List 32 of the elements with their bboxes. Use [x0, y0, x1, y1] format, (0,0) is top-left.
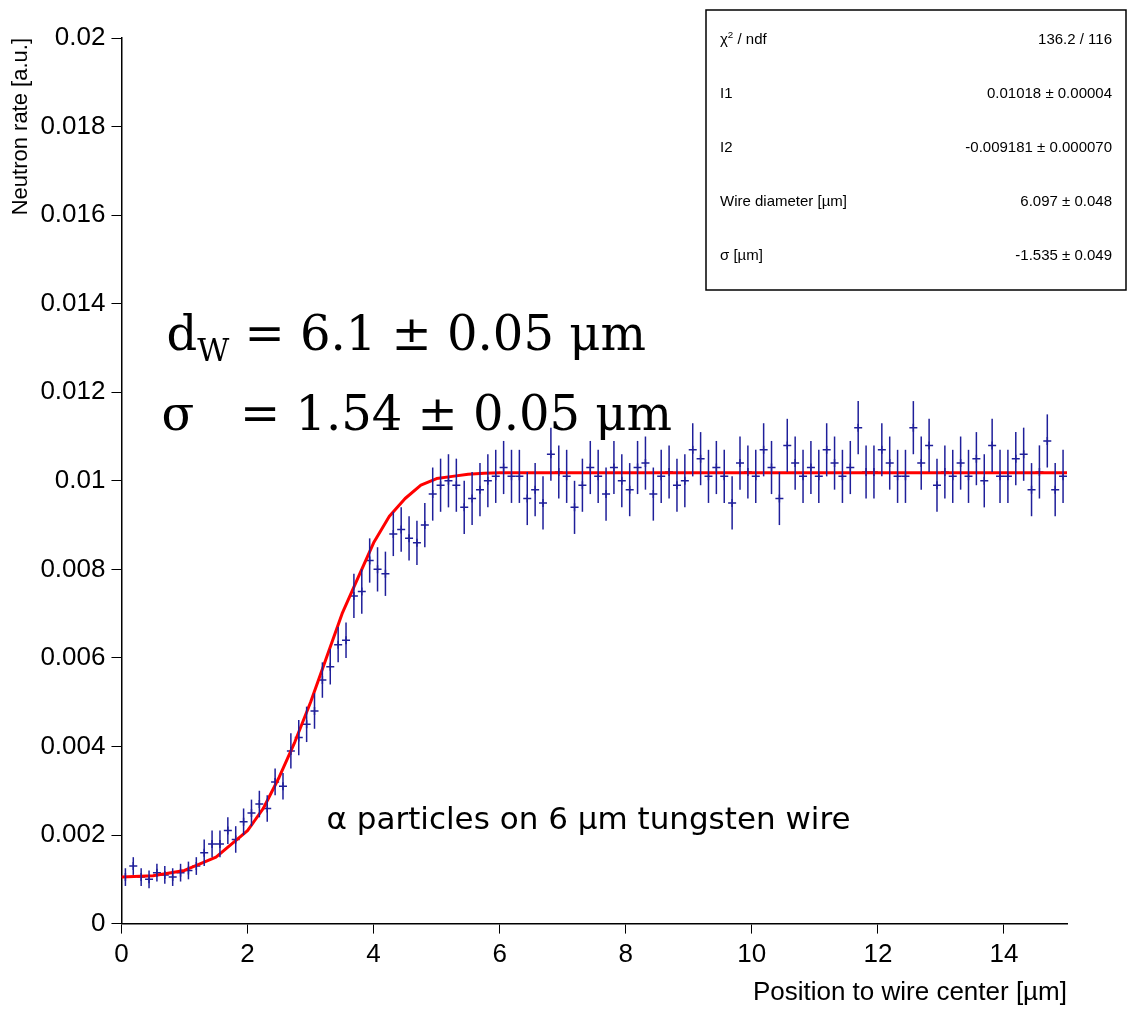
x-tick-label: 12	[863, 938, 893, 969]
x-tick-label: 6	[492, 938, 507, 969]
x-tick-label: 8	[618, 938, 633, 969]
x-axis-title: Position to wire center [µm]	[752, 975, 1067, 1006]
y-axis-title: Neutron rate [a.u.]	[7, 38, 33, 216]
y-tick-label: 0.016	[40, 198, 106, 229]
y-tick-label: 0.008	[40, 552, 106, 583]
y-tick-label: 0.012	[40, 375, 106, 406]
y-tick-label: 0	[90, 906, 106, 937]
annotation: -1.535 ± 0.049	[1015, 246, 1112, 264]
y-tick-label: 0.002	[40, 818, 106, 849]
x-tick-label: 10	[737, 938, 767, 969]
annotation: σ [µm]	[720, 246, 763, 264]
y-tick-label: 0.018	[40, 109, 106, 140]
y-tick-label: 0.014	[40, 286, 106, 317]
annotation: 0.01018 ± 0.00004	[986, 84, 1113, 102]
annotation: σ = 1.54 ± 0.05 μm	[161, 385, 672, 442]
annotation: 6.097 ± 0.048	[1020, 192, 1112, 210]
annotation: 136.2 / 116	[1038, 30, 1112, 48]
y-tick-label: 0.01	[54, 463, 106, 494]
x-tick-label: 14	[989, 938, 1019, 969]
annotation: α particles on 6 µm tungsten wire	[326, 800, 851, 837]
annotation: I2	[720, 138, 733, 156]
annotation: I1	[720, 84, 733, 102]
annotation: -0.009181 ± 0.000070	[965, 138, 1113, 156]
x-tick-label: 0	[114, 938, 129, 969]
y-tick-label: 0.02	[54, 21, 106, 52]
y-tick-label: 0.006	[40, 641, 106, 672]
x-tick-label: 4	[366, 938, 381, 969]
y-tick-label: 0.004	[40, 729, 106, 760]
x-tick-label: 2	[240, 938, 255, 969]
annotation: Wire diameter [µm]	[720, 192, 847, 210]
